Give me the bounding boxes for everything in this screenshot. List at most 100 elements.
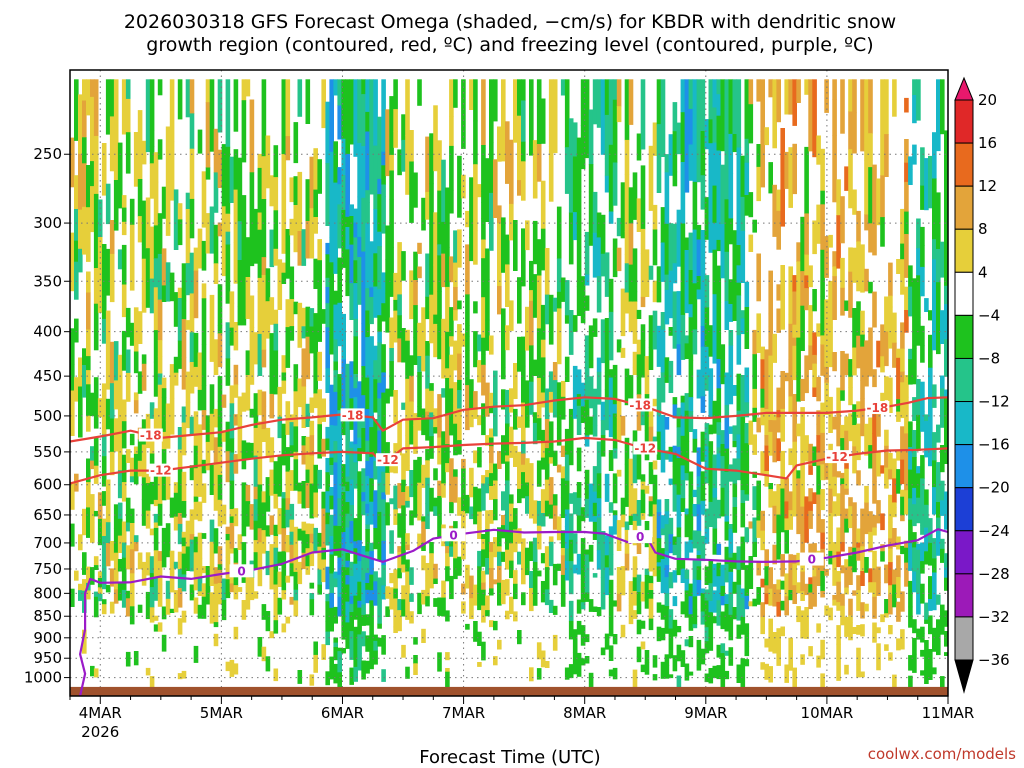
omega-cell xyxy=(804,617,809,639)
omega-cell xyxy=(696,665,702,671)
omega-cell xyxy=(796,292,801,318)
omega-cell xyxy=(145,79,151,153)
omega-cell xyxy=(341,464,346,487)
plot-frame xyxy=(69,69,949,697)
omega-cell xyxy=(505,610,510,620)
omega-cell xyxy=(413,663,418,675)
omega-cell xyxy=(568,187,574,214)
omega-cell xyxy=(529,667,534,682)
omega-cell xyxy=(309,542,315,567)
omega-cell xyxy=(485,558,490,575)
omega-cell xyxy=(317,424,322,459)
omega-cell xyxy=(397,421,402,456)
omega-cell xyxy=(532,274,538,318)
omega-cell xyxy=(257,291,263,335)
omega-cell xyxy=(724,372,730,406)
omega-cell xyxy=(249,327,255,345)
omega-cell xyxy=(664,577,670,594)
omega-cell xyxy=(768,588,773,606)
omega-cell xyxy=(600,555,606,578)
omega-cell xyxy=(548,477,554,506)
omega-cell xyxy=(716,359,722,389)
omega-cell xyxy=(928,432,933,454)
omega-cell xyxy=(153,550,159,574)
omega-cell xyxy=(373,528,378,550)
omega-cell xyxy=(173,561,179,569)
omega-cell xyxy=(836,471,841,478)
omega-cell xyxy=(321,547,326,560)
omega-cell xyxy=(912,397,917,421)
omega-cell xyxy=(768,666,773,683)
omega-cell xyxy=(896,451,901,461)
omega-cell xyxy=(149,146,155,164)
omega-cell xyxy=(349,603,354,613)
omega-cell xyxy=(664,551,670,566)
omega-cell xyxy=(692,229,698,284)
omega-cell xyxy=(109,79,115,117)
omega-cell xyxy=(241,228,247,281)
omega-cell xyxy=(437,315,442,326)
omega-cell xyxy=(205,566,211,577)
omega-cell xyxy=(421,628,426,643)
omega-cell xyxy=(920,455,925,479)
omega-cell xyxy=(333,391,338,427)
omega-cell xyxy=(397,610,402,632)
omega-cell xyxy=(944,631,948,647)
omega-cell xyxy=(772,437,777,463)
omega-cell xyxy=(125,449,131,463)
omega-cell xyxy=(301,521,307,531)
omega-cell xyxy=(792,507,797,517)
omega-cell xyxy=(780,170,785,227)
omega-cell xyxy=(680,650,686,655)
omega-cell xyxy=(377,623,382,629)
omega-cell xyxy=(357,257,362,305)
omega-cell xyxy=(684,276,690,314)
omega-cell xyxy=(437,291,442,317)
omega-cell xyxy=(341,486,346,493)
omega-cell xyxy=(373,286,378,318)
omega-cell xyxy=(944,577,948,591)
omega-cell xyxy=(564,560,570,581)
omega-cell xyxy=(804,79,809,95)
omega-cell xyxy=(588,483,594,500)
omega-cell xyxy=(70,390,75,404)
omega-cell xyxy=(205,167,211,180)
omega-cell xyxy=(497,582,502,606)
omega-cell xyxy=(445,652,450,661)
omega-cell xyxy=(792,441,797,463)
omega-cell xyxy=(768,483,773,490)
omega-cell xyxy=(381,424,386,451)
omega-cell xyxy=(365,190,370,203)
omega-cell xyxy=(70,523,75,547)
omega-cell xyxy=(620,624,626,634)
omega-cell xyxy=(321,644,326,660)
omega-cell xyxy=(872,219,877,256)
omega-cell xyxy=(860,408,865,437)
omega-cell xyxy=(936,79,941,152)
omega-cell xyxy=(409,470,414,498)
omega-cell xyxy=(532,422,538,445)
omega-cell xyxy=(449,424,454,436)
omega-cell xyxy=(417,406,422,418)
omega-cell xyxy=(708,441,714,464)
omega-cell xyxy=(532,412,538,424)
omega-cell xyxy=(904,562,909,587)
omega-cell xyxy=(293,600,299,617)
omega-cell xyxy=(457,440,462,455)
omega-cell xyxy=(333,339,338,353)
omega-cell xyxy=(137,110,143,180)
omega-cell xyxy=(732,561,738,569)
omega-cell xyxy=(337,546,342,558)
omega-cell xyxy=(101,434,107,457)
omega-cell xyxy=(936,192,941,250)
omega-cell xyxy=(552,634,558,651)
omega-cell xyxy=(932,178,937,240)
omega-cell xyxy=(624,483,630,507)
omega-cell xyxy=(936,489,941,503)
omega-cell xyxy=(888,521,893,539)
omega-cell xyxy=(361,501,366,516)
omega-cell xyxy=(928,334,933,369)
omega-cell xyxy=(668,517,674,535)
omega-cell xyxy=(469,237,474,262)
omega-cell xyxy=(604,581,610,596)
